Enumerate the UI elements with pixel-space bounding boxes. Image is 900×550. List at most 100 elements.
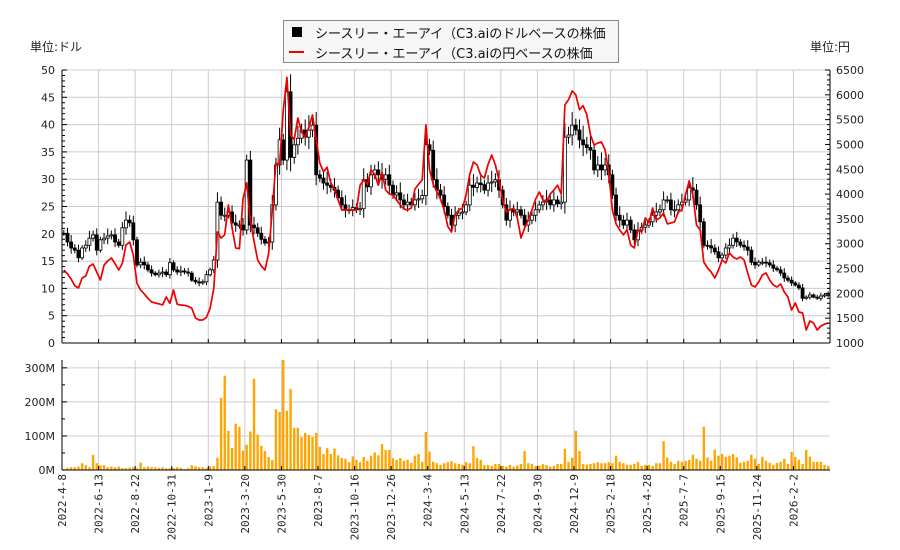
volume-bar [77,466,80,470]
candle-body [771,264,776,269]
volume-bar [99,465,102,470]
volume-bar [523,450,526,470]
candle-body [778,269,783,274]
candle-body [614,194,618,216]
volume-bar [377,455,380,470]
volume-bar [124,468,128,470]
black-square-icon [292,27,302,37]
volume-bar [567,461,570,470]
candle-body [789,279,794,284]
volume-bar [333,448,336,470]
candle-body [113,234,117,243]
volume-bar [490,465,493,470]
volume-bar [260,445,263,470]
candle-body [804,296,809,299]
right-axis-tick-label: 4500 [836,163,864,176]
volume-bar [625,464,629,470]
volume-bar [384,449,387,470]
x-axis-date-label: 2023-1-9 [202,474,215,527]
volume-bar [450,461,453,470]
volume-bar [801,463,804,470]
volume-bar [574,430,578,470]
candle-body [562,136,567,203]
candle-body [383,174,388,180]
volume-bar [439,464,442,470]
volume-bar [73,467,76,470]
candle-body [80,247,85,259]
candle-body [731,237,735,246]
volume-bar [216,457,219,470]
right-axis-tick-label: 6000 [836,89,864,102]
x-axis-date-label: 2025-9-15 [714,474,727,534]
volume-bar [432,461,435,470]
candle-body [102,237,106,241]
volume-bar [117,466,120,470]
volume-bar [464,462,468,470]
volume-bar [826,465,830,470]
volume-bar [80,463,84,470]
candle-body [669,199,673,211]
candle-body [756,261,761,266]
volume-bar [695,458,698,470]
candle-body [786,277,790,281]
candle-body [157,272,161,276]
candle-body [376,169,381,176]
volume-bar [669,461,673,470]
candle-body [146,264,150,271]
candle-body [676,204,681,211]
volume-bar [435,463,439,470]
candle-body [738,241,743,246]
volume-bar [651,465,654,470]
volume-bar [132,467,135,470]
volume-bar [358,462,362,470]
right-axis-tick-label: 3500 [836,213,864,226]
volume-bar [249,431,252,470]
volume-bar [534,465,537,470]
candle-body [200,281,205,284]
volume-bar [468,463,471,470]
volume-bar [176,467,179,470]
candle-body [252,224,256,229]
volume-bar [219,397,223,470]
candle-body [687,187,692,201]
volume-bar [208,466,212,470]
candle-body [467,184,472,206]
candle-body [387,174,392,186]
volume-bar [139,462,142,470]
left-axis-tick-label: 25 [41,201,55,214]
volume-bar [62,468,66,470]
volume-bar [823,464,826,470]
candle-body [617,214,622,221]
volume-bar [552,465,556,470]
volume-bar [110,466,113,470]
x-axis-date-label: 2024-12-9 [568,474,581,534]
candle-body [398,192,403,201]
right-axis-tick-label: 2000 [836,287,864,300]
candle-body [811,294,816,298]
x-axis-date-label: 2022-4-8 [56,474,69,527]
volume-bar [530,463,534,470]
volume-bar [212,466,215,470]
x-axis-date-label: 2023-5-30 [275,474,288,534]
candle-body [131,222,136,241]
candle-body [701,221,706,246]
candle-body [753,261,757,266]
volume-bar [95,463,98,470]
volume-bar [570,457,574,470]
volume-bar [325,448,329,470]
x-axis-date-label: 2022-8-22 [129,474,142,534]
volume-bar [779,461,782,470]
x-axis-date-label: 2025-4-28 [641,474,654,534]
candle-body [760,261,765,264]
volume-bar [201,467,204,470]
volume-bar [494,463,497,470]
candle-body [413,199,417,206]
candle-body [138,261,143,266]
volume-bar [238,426,241,470]
volume-bar [713,449,716,470]
volume-bar [757,463,760,470]
volume-bar [596,462,599,470]
volume-bar [709,460,713,470]
candle-body [603,164,607,171]
volume-bar [227,430,230,470]
